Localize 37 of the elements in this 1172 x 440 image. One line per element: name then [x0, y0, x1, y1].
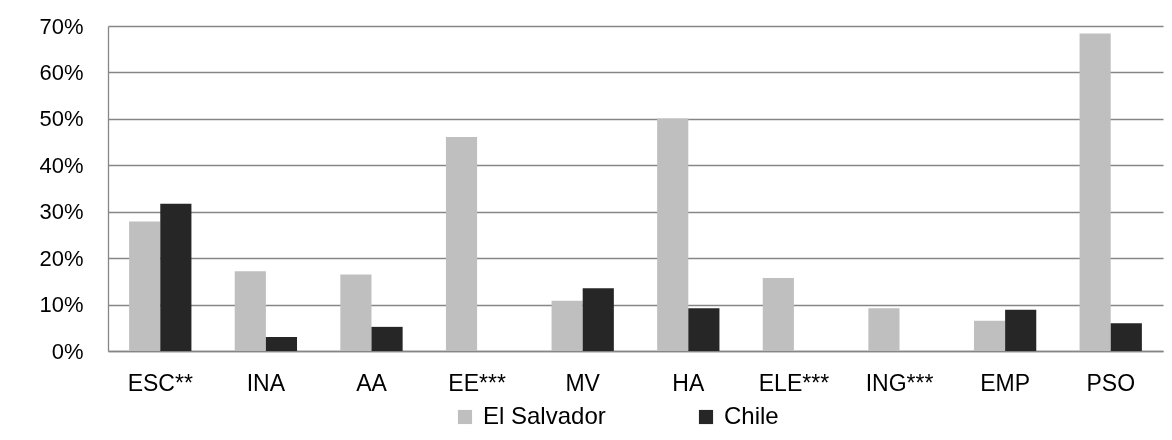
y-tick-label: 50% [39, 106, 84, 132]
y-tick-label: 60% [39, 59, 84, 85]
bar [234, 271, 266, 351]
y-tick-label: 10% [39, 292, 84, 318]
legend-label: Chile [724, 402, 779, 429]
bar [445, 136, 478, 351]
x-tick-label: HA [672, 369, 705, 396]
x-tick-label: PSO [1086, 369, 1136, 396]
bar [657, 118, 689, 351]
x-tick-label: EE*** [448, 369, 506, 396]
bar [1005, 309, 1037, 351]
x-tick-label: MV [565, 369, 601, 396]
y-tick-label: 0% [51, 338, 84, 364]
bar [1079, 33, 1111, 351]
bar [129, 221, 161, 351]
x-tick-label: INA [246, 369, 286, 396]
legend-label: El Salvador [483, 402, 606, 429]
x-tick-label: ING*** [865, 369, 934, 396]
y-tick-label: 70% [39, 13, 84, 39]
x-tick-label: ESC** [127, 369, 193, 396]
x-tick-label: ELE*** [758, 369, 830, 396]
bar [688, 308, 720, 351]
bar [1110, 323, 1142, 351]
y-tick-label: 20% [39, 245, 84, 271]
bar [160, 203, 192, 351]
x-tick-label: AA [356, 369, 388, 396]
bar [868, 308, 900, 351]
bar [762, 278, 794, 351]
y-tick-label: 30% [39, 199, 84, 225]
bar [371, 326, 403, 351]
bar [340, 274, 372, 351]
y-tick-label: 40% [39, 152, 84, 178]
bar [265, 337, 298, 351]
bar [551, 300, 583, 351]
bar [582, 288, 614, 351]
bar [973, 320, 1006, 351]
x-tick-label: EMP [980, 369, 1031, 396]
